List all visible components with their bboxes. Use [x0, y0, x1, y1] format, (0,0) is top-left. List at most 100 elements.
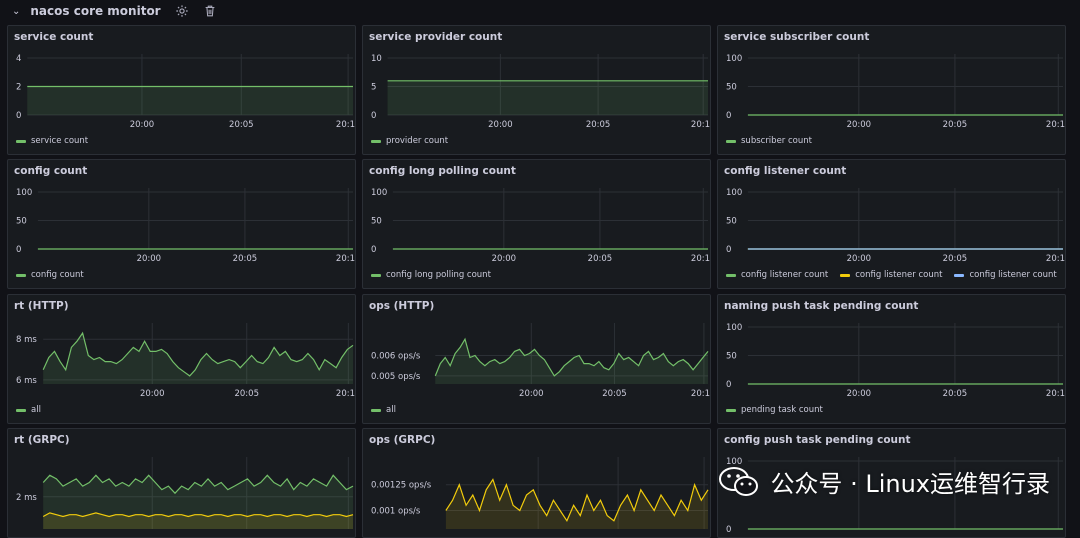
y-tick-label: 50: [726, 217, 737, 227]
legend-label: provider count: [386, 136, 449, 146]
legend-label: config long polling count: [386, 270, 491, 280]
x-tick-label: 20:00: [492, 254, 517, 264]
legend-swatch: [726, 273, 736, 277]
y-tick-label: 0: [371, 245, 376, 255]
panel-config-listener-count[interactable]: config listener count 100 50 0 20:00 20:05 20:…: [717, 159, 1066, 289]
legend-swatch: [726, 408, 736, 412]
panel-title[interactable]: service subscriber count: [724, 31, 870, 43]
legend: config long polling count: [371, 270, 491, 280]
y-tick-label: 0: [726, 245, 731, 255]
panel-config-count[interactable]: config count 100 50 0 20:00 20:05 20:1 config c…: [7, 159, 356, 289]
y-tick-label: 100: [16, 188, 32, 198]
x-tick-label: 20:1: [336, 120, 355, 130]
panel-title[interactable]: config count: [14, 165, 88, 177]
series-line-0: [445, 478, 709, 523]
legend: provider count: [371, 136, 448, 146]
x-tick-label: 20:05: [943, 389, 968, 399]
series-area: [435, 339, 708, 384]
panel-title[interactable]: service provider count: [369, 31, 503, 43]
x-tick-label: 20:1: [691, 389, 710, 399]
legend-item[interactable]: all: [371, 405, 396, 415]
panel-naming-push-task-pending-count[interactable]: naming push task pending count 100 50 0 20:0…: [717, 294, 1066, 424]
series-line-0: [434, 337, 709, 377]
panel-title[interactable]: naming push task pending count: [724, 300, 919, 312]
y-tick-label: 0: [726, 111, 731, 121]
y-tick-label: 2 ms: [16, 493, 37, 503]
legend-label: service count: [31, 136, 89, 146]
legend-item[interactable]: config listener count: [840, 270, 942, 280]
y-tick-label: 100: [726, 188, 742, 198]
legend-item[interactable]: subscriber count: [726, 136, 812, 146]
legend-swatch: [371, 273, 381, 277]
panel-title[interactable]: rt (GRPC): [14, 434, 70, 446]
panel-config-push-task-pending-count[interactable]: config push task pending count 100 0: [717, 428, 1066, 538]
panel-config-long-polling-count[interactable]: config long polling count 100 50 0 20:00 20:0…: [362, 159, 711, 289]
legend-swatch: [16, 408, 26, 412]
chart-service-provider-count: 10 5 0 20:00 20:05 20:1: [371, 54, 710, 130]
panel-rt-http[interactable]: rt (HTTP) 8 ms 6 ms 20:00 20:05 20:1 all: [7, 294, 356, 424]
legend-swatch: [840, 273, 851, 277]
legend-swatch: [371, 408, 381, 412]
y-tick-label: 50: [726, 352, 737, 362]
x-tick-label: 20:00: [488, 120, 513, 130]
series-line-0: [42, 474, 354, 495]
x-tick-label: 20:00: [519, 389, 544, 399]
x-tick-label: 20:1: [336, 389, 355, 399]
y-tick-label: 0.00125 ops/s: [371, 481, 432, 491]
x-tick-label: 20:00: [130, 120, 155, 130]
legend-item[interactable]: all: [16, 405, 41, 415]
legend-swatch: [371, 139, 381, 143]
dashboard-row-header[interactable]: ⌄ nacos core monitor: [0, 0, 1080, 22]
panel-ops-http[interactable]: ops (HTTP) 0.006 ops/s 0.005 ops/s 20:00 20:…: [362, 294, 711, 424]
panel-title[interactable]: config push task pending count: [724, 434, 911, 446]
chevron-down-icon[interactable]: ⌄: [12, 5, 21, 17]
panel-title[interactable]: service count: [14, 31, 94, 43]
legend-item[interactable]: config listener count: [954, 270, 1057, 280]
panel-rt-grpc[interactable]: rt (GRPC) 2 ms: [7, 428, 356, 538]
panel-service-provider-count[interactable]: service provider count 10 5 0 20:00 20:05 20:1…: [362, 25, 711, 155]
y-tick-label: 50: [726, 83, 737, 93]
x-tick-label: 20:05: [943, 254, 968, 264]
panel-title[interactable]: config long polling count: [369, 165, 516, 177]
legend-label: pending task count: [741, 405, 823, 415]
x-tick-label: 20:05: [229, 120, 254, 130]
panel-title[interactable]: ops (HTTP): [369, 300, 435, 312]
panel-service-count[interactable]: service count 4 2 0 20:00 20:05 20:1 service co…: [7, 25, 356, 155]
legend: pending task count: [726, 405, 823, 415]
chart-rt-http: 8 ms 6 ms 20:00 20:05 20:1: [16, 323, 355, 399]
legend: all: [16, 405, 41, 415]
legend-item[interactable]: config long polling count: [371, 270, 491, 280]
x-tick-label: 20:05: [233, 254, 258, 264]
chart-ops-grpc: 0.00125 ops/s 0.001 ops/s: [371, 457, 709, 529]
row-title[interactable]: nacos core monitor: [30, 4, 161, 18]
panel-service-subscriber-count[interactable]: service subscriber count 100 50 0 20:00 20:05…: [717, 25, 1066, 155]
legend-label: config listener count: [741, 270, 829, 280]
y-tick-label: 0: [371, 111, 376, 121]
x-tick-label: 20:05: [586, 120, 611, 130]
panel-ops-grpc[interactable]: ops (GRPC) 0.00125 ops/s 0.001 ops/s: [362, 428, 711, 538]
series-area: [27, 86, 354, 115]
y-tick-label: 0: [16, 245, 21, 255]
legend: config listener count config listener cou…: [726, 270, 1057, 280]
chart-service-subscriber-count: 100 50 0 20:00 20:05 20:1: [726, 54, 1065, 130]
watermark: 公众号 · Linux运维智行录: [718, 464, 1050, 499]
legend-item[interactable]: config count: [16, 270, 84, 280]
panel-title[interactable]: ops (GRPC): [369, 434, 436, 446]
legend-item[interactable]: pending task count: [726, 405, 823, 415]
x-tick-label: 20:05: [943, 120, 968, 130]
x-tick-label: 20:1: [336, 254, 355, 264]
legend-item[interactable]: service count: [16, 136, 88, 146]
panel-title[interactable]: rt (HTTP): [14, 300, 69, 312]
series-line-1: [42, 512, 354, 518]
legend-label: config listener count: [969, 270, 1057, 280]
trash-icon[interactable]: [203, 4, 217, 18]
legend-label: config listener count: [855, 270, 943, 280]
chart-config-listener-count: 100 50 0 20:00 20:05 20:1: [726, 188, 1065, 264]
gear-icon[interactable]: [175, 4, 189, 18]
y-tick-label: 2: [16, 83, 21, 93]
y-tick-label: 0.005 ops/s: [371, 372, 421, 382]
legend-item[interactable]: config listener count: [726, 270, 828, 280]
panel-title[interactable]: config listener count: [724, 165, 847, 177]
y-tick-label: 100: [726, 323, 742, 333]
legend-item[interactable]: provider count: [371, 136, 448, 146]
